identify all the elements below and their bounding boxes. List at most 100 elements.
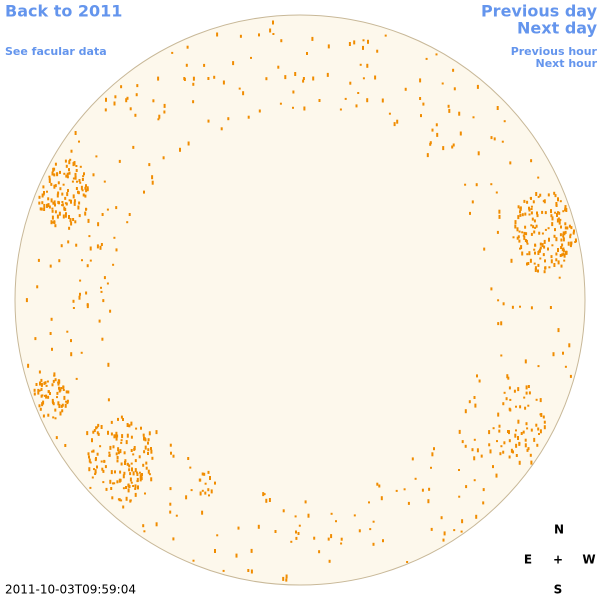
previous-hour-link[interactable]: Previous hour bbox=[511, 45, 598, 58]
facula bbox=[80, 185, 83, 190]
facula bbox=[40, 387, 43, 391]
previous-day-link[interactable]: Previous day bbox=[481, 2, 598, 21]
facula bbox=[100, 290, 103, 293]
facula bbox=[125, 486, 127, 489]
facula bbox=[175, 514, 178, 517]
facula bbox=[517, 215, 520, 220]
facula bbox=[521, 251, 524, 256]
facula bbox=[471, 448, 474, 452]
facula bbox=[539, 398, 542, 403]
facula bbox=[123, 471, 126, 475]
facula bbox=[75, 169, 78, 172]
facula bbox=[59, 170, 61, 174]
facula bbox=[33, 388, 36, 392]
facula bbox=[86, 304, 89, 309]
facula bbox=[523, 396, 526, 399]
facula bbox=[57, 191, 60, 195]
facula bbox=[274, 530, 277, 533]
facula bbox=[295, 530, 297, 534]
facula bbox=[60, 387, 63, 389]
facula bbox=[63, 395, 66, 400]
facula bbox=[45, 394, 48, 399]
facula bbox=[92, 430, 95, 434]
facula bbox=[561, 243, 564, 247]
facula bbox=[557, 197, 559, 202]
facula bbox=[113, 434, 116, 439]
facula bbox=[477, 151, 480, 156]
facula bbox=[43, 191, 45, 194]
facula bbox=[533, 262, 536, 265]
facula bbox=[460, 530, 463, 533]
facula bbox=[547, 193, 550, 197]
facular-data-link[interactable]: See facular data bbox=[5, 45, 107, 58]
facula bbox=[404, 87, 407, 91]
facula bbox=[93, 429, 96, 432]
facula bbox=[537, 176, 540, 179]
facula bbox=[533, 248, 536, 251]
facula bbox=[568, 224, 571, 228]
facula bbox=[66, 176, 69, 179]
back-year-link[interactable]: Back to 2011 bbox=[5, 2, 122, 21]
facula bbox=[151, 456, 154, 460]
facula bbox=[509, 161, 512, 165]
facula bbox=[357, 92, 360, 94]
facula bbox=[525, 391, 528, 395]
facula bbox=[407, 501, 410, 505]
facula bbox=[508, 386, 511, 390]
facula bbox=[353, 40, 356, 45]
facula bbox=[560, 264, 563, 268]
facula bbox=[498, 424, 501, 428]
facula bbox=[495, 473, 498, 478]
facula bbox=[550, 255, 553, 259]
facula bbox=[58, 201, 60, 205]
facula bbox=[514, 433, 517, 438]
facula bbox=[68, 199, 71, 202]
facula bbox=[335, 520, 337, 523]
facula bbox=[72, 194, 75, 199]
next-hour-link[interactable]: Next hour bbox=[536, 57, 598, 70]
facula bbox=[493, 137, 496, 141]
facula bbox=[499, 452, 502, 456]
facula bbox=[52, 400, 54, 404]
facula bbox=[382, 539, 384, 543]
facula bbox=[75, 165, 78, 167]
facula bbox=[95, 457, 97, 460]
facula bbox=[474, 403, 477, 408]
compass-center: + bbox=[553, 553, 563, 567]
facula bbox=[53, 173, 56, 177]
facula bbox=[40, 378, 43, 382]
facula bbox=[498, 429, 501, 433]
facula bbox=[475, 514, 478, 519]
facula bbox=[560, 246, 563, 249]
facula bbox=[247, 115, 250, 119]
facula bbox=[496, 230, 499, 234]
facula bbox=[96, 244, 99, 249]
facula bbox=[279, 102, 282, 105]
next-day-link[interactable]: Next day bbox=[517, 19, 598, 38]
facula bbox=[63, 172, 66, 175]
facula bbox=[115, 248, 118, 252]
facula bbox=[431, 452, 434, 457]
facula bbox=[471, 200, 474, 204]
facula bbox=[70, 199, 72, 204]
facula bbox=[95, 426, 98, 430]
facula bbox=[47, 413, 50, 417]
facula bbox=[43, 381, 46, 385]
facula bbox=[451, 145, 454, 149]
facula bbox=[62, 389, 65, 391]
solar-disk bbox=[14, 14, 586, 586]
facula bbox=[537, 195, 540, 198]
facula bbox=[372, 520, 375, 523]
facula bbox=[70, 339, 72, 343]
facula bbox=[530, 306, 533, 310]
facula bbox=[565, 250, 567, 255]
facula bbox=[492, 427, 495, 430]
facula bbox=[570, 226, 573, 230]
facula bbox=[448, 108, 451, 113]
facula bbox=[100, 425, 103, 429]
facula bbox=[561, 248, 564, 252]
facula bbox=[58, 259, 61, 263]
facula bbox=[575, 240, 577, 243]
facula bbox=[250, 548, 253, 553]
facula bbox=[86, 186, 89, 191]
